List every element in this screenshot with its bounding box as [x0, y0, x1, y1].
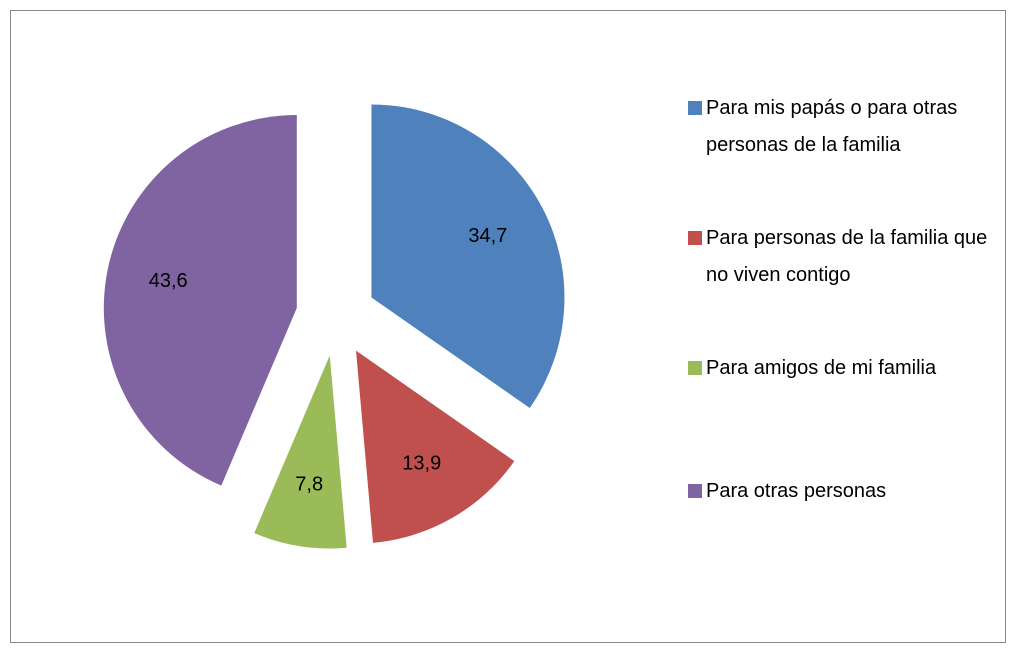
legend-swatch [688, 484, 702, 498]
legend-swatch [688, 231, 702, 245]
pie-slice [371, 104, 565, 408]
pie-slice [356, 350, 515, 543]
data-label: 13,9 [402, 452, 441, 474]
chart-frame [10, 10, 1006, 643]
legend-entry: Para amigos de mi familia [688, 350, 988, 387]
legend-swatch [688, 101, 702, 115]
legend-label: Para mis papás o para otras personas de … [706, 97, 958, 156]
legend-swatch [688, 361, 702, 375]
legend-entry: Para personas de la familia que no viven… [688, 220, 988, 294]
data-label: 34,7 [468, 225, 507, 247]
data-label: 43,6 [149, 270, 188, 292]
legend-entry: Para otras personas [688, 473, 988, 510]
legend-entry: Para mis papás o para otras personas de … [688, 90, 988, 164]
data-label: 7,8 [295, 473, 323, 495]
pie-slice [103, 115, 297, 486]
legend-label: Para otras personas [706, 480, 887, 502]
legend-label: Para personas de la familia que no viven… [706, 227, 988, 286]
pie-slice [254, 355, 347, 549]
legend-label: Para amigos de mi familia [706, 357, 937, 379]
